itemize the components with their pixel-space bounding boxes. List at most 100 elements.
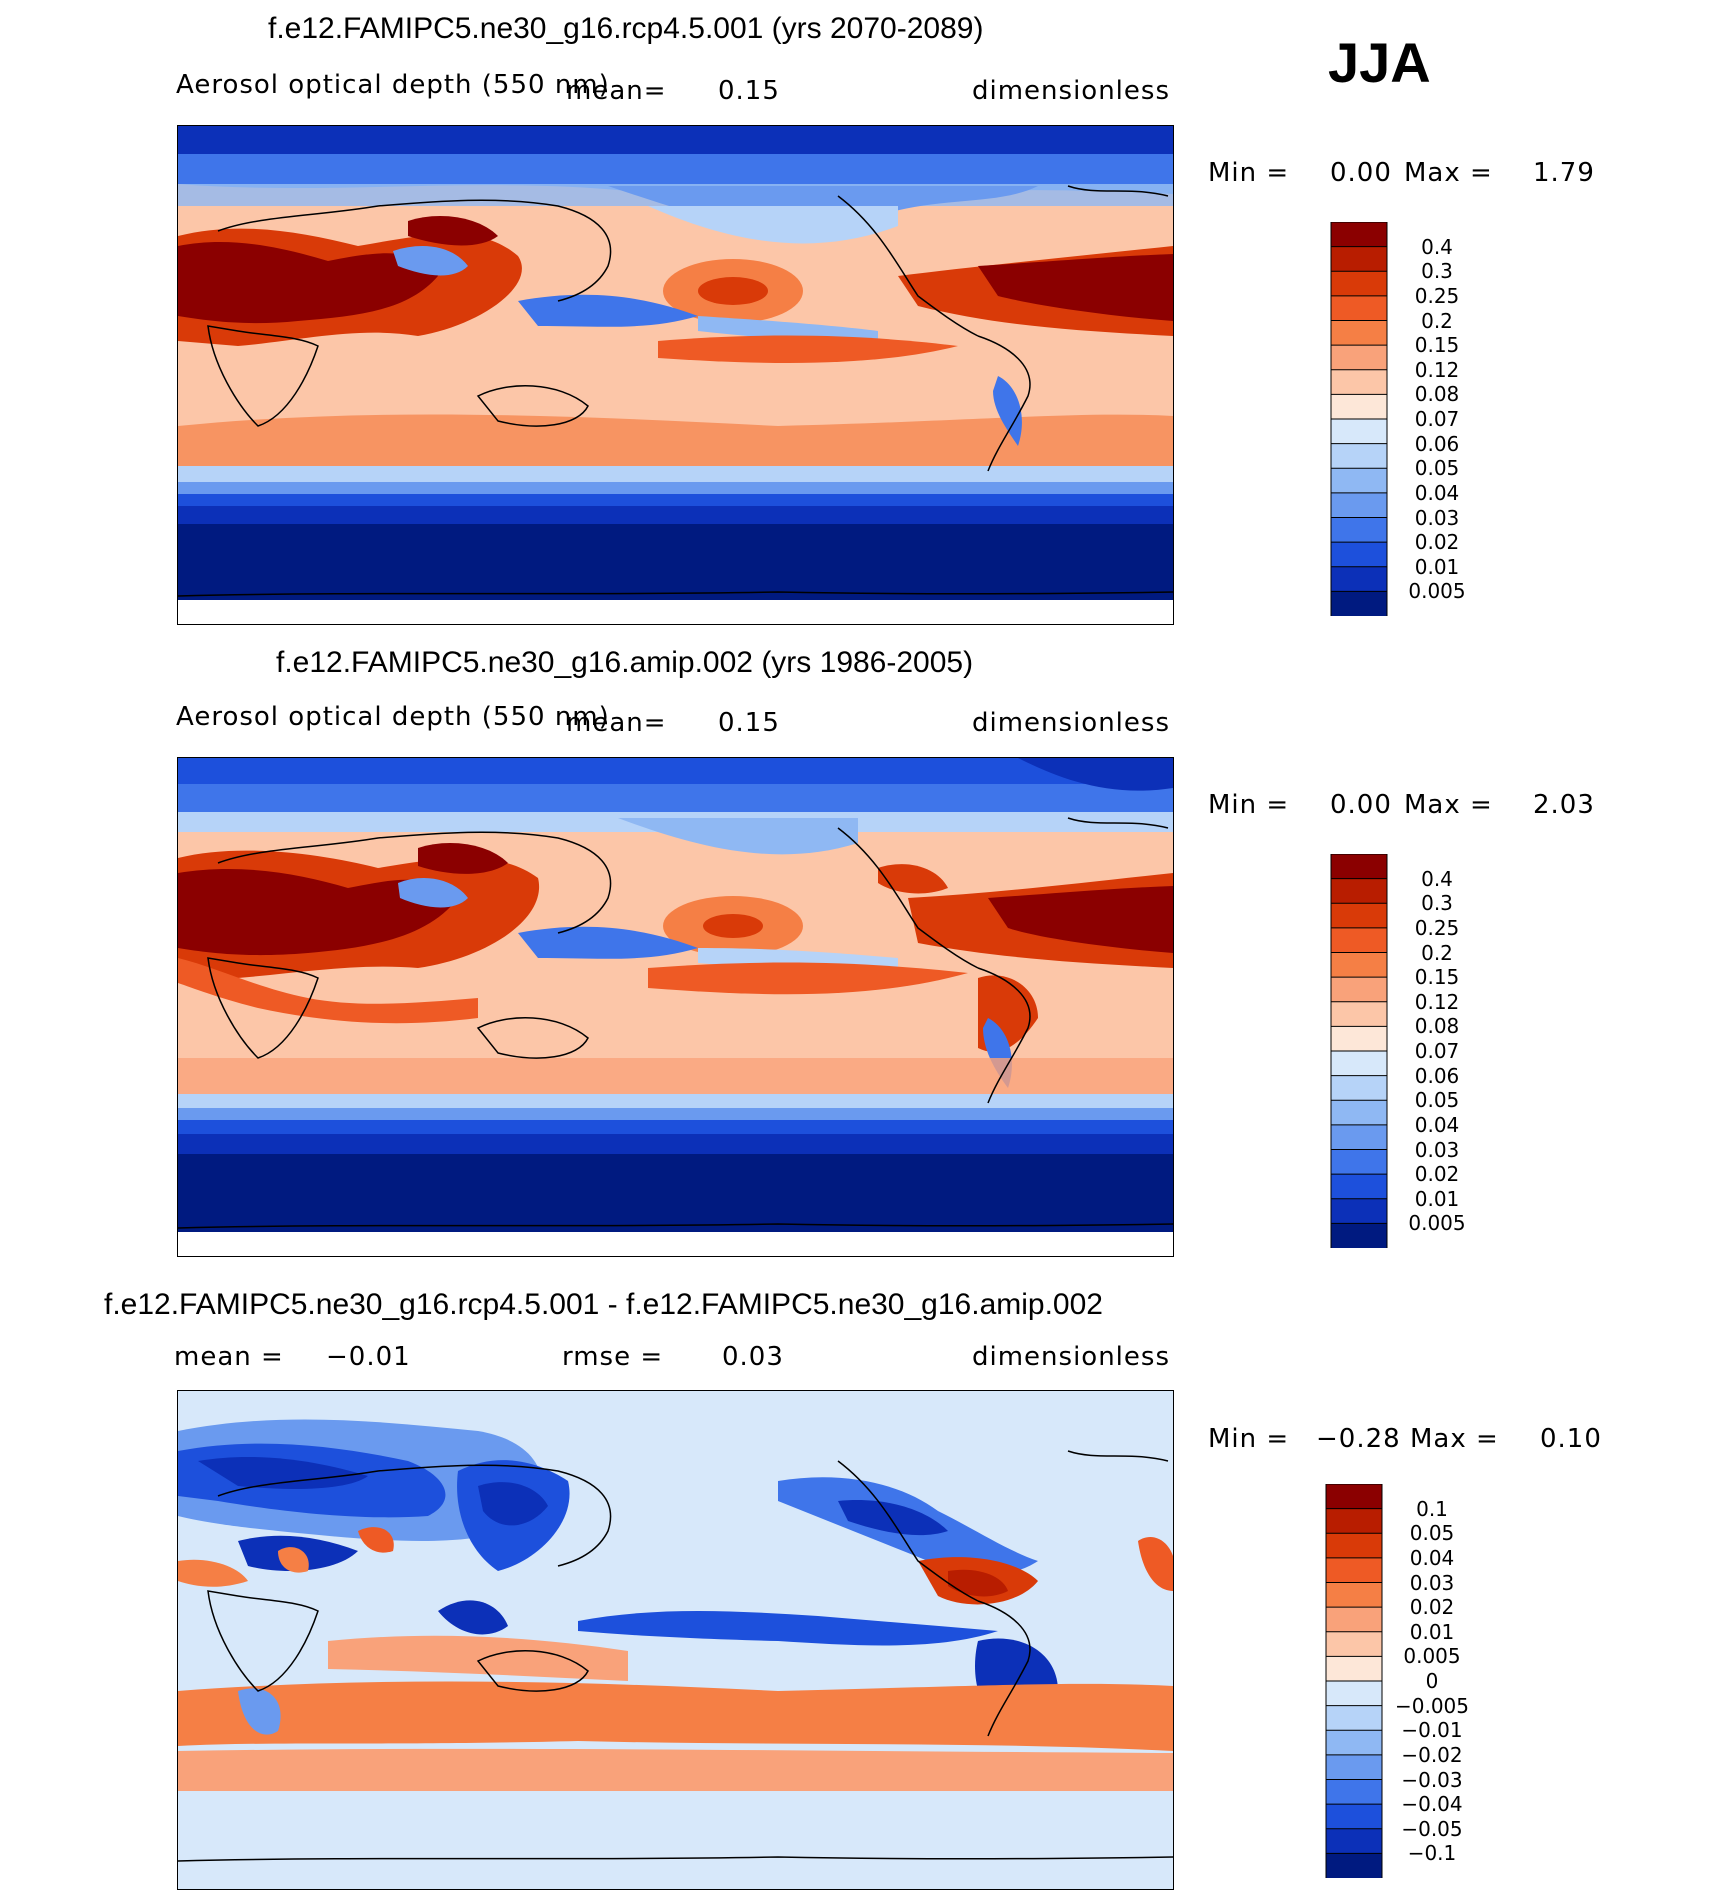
panel1-map-field	[178, 126, 1173, 624]
colorbar-tick-label: −0.005	[1394, 1693, 1469, 1718]
colorbar-swatch	[1330, 1050, 1388, 1077]
colorbar-tick-label: 0.05	[1414, 456, 1460, 481]
panel3-map-field	[178, 1391, 1173, 1889]
colorbar-swatch	[1330, 590, 1388, 616]
panel2-map-field	[178, 758, 1173, 1256]
colorbar-tick-label: 0.04	[1414, 480, 1460, 505]
colorbar-tick-label: 0.005	[1408, 1211, 1466, 1236]
colorbar-swatch	[1330, 1173, 1388, 1200]
colorbar-swatch	[1330, 222, 1388, 248]
colorbar-swatch	[1330, 246, 1388, 273]
colorbar-swatch	[1330, 443, 1388, 470]
colorbar-swatch	[1325, 1508, 1383, 1535]
colorbar-swatch	[1330, 418, 1388, 445]
colorbar-tick-label: −0.1	[1407, 1841, 1457, 1866]
colorbar-swatch	[1330, 1025, 1388, 1053]
colorbar-tick-label: 0.02	[1414, 530, 1460, 555]
colorbar-tick-label: 0.07	[1414, 1039, 1460, 1063]
panel2-max-label: Max =	[1404, 790, 1493, 820]
colorbar-tick-label: −0.04	[1401, 1792, 1463, 1817]
colorbar-swatch	[1330, 927, 1388, 954]
colorbar-tick-label: 0.06	[1414, 1063, 1460, 1088]
panel1-min-value: 0.00	[1330, 158, 1392, 188]
colorbar-tick-label: 0.4	[1421, 234, 1453, 259]
colorbar-swatch	[1330, 517, 1388, 544]
colorbar-tick-label: 0.3	[1421, 259, 1453, 284]
colorbar-swatch	[1325, 1557, 1383, 1584]
colorbar-tick-label: −0.05	[1401, 1816, 1463, 1841]
colorbar-swatch	[1330, 369, 1388, 396]
colorbar-swatch	[1325, 1852, 1383, 1878]
colorbar-swatch	[1330, 1149, 1388, 1176]
colorbar-tick-label: 0.05	[1414, 1088, 1460, 1113]
panel1-min-label: Min =	[1208, 158, 1290, 188]
panel3-units: dimensionless	[972, 1342, 1170, 1372]
season-label: JJA	[1328, 31, 1431, 94]
colorbar-tick-label: 0.15	[1414, 333, 1460, 358]
colorbar-swatch	[1325, 1606, 1383, 1633]
colorbar-tick-label: 0.005	[1408, 579, 1466, 604]
panel3-max-value: 0.10	[1540, 1424, 1602, 1454]
panel3-max-label: Max =	[1410, 1424, 1499, 1454]
colorbar-swatch	[1325, 1680, 1383, 1707]
colorbar-tick-label: −0.01	[1401, 1718, 1463, 1743]
panel1-max-label: Max =	[1404, 158, 1493, 188]
colorbar-swatch	[1330, 270, 1388, 297]
panel2-title: f.e12.FAMIPC5.ne30_g16.amip.002 (yrs 198…	[276, 646, 974, 679]
colorbar-swatch	[1325, 1729, 1383, 1756]
panel2-min-label: Min =	[1208, 790, 1290, 820]
panel2-mean-value: 0.15	[718, 708, 780, 738]
panel3-title: f.e12.FAMIPC5.ne30_g16.rcp4.5.001 - f.e1…	[104, 1288, 1103, 1321]
panel1-variable: Aerosol optical depth (550 nm)	[176, 70, 610, 100]
colorbar-swatch	[1330, 952, 1388, 979]
panel1-mean-value: 0.15	[718, 76, 780, 106]
panel1-map	[177, 125, 1174, 625]
panel1-units: dimensionless	[972, 76, 1170, 106]
colorbar-tick-label: 0.01	[1414, 554, 1460, 579]
panel1-title: f.e12.FAMIPC5.ne30_g16.rcp4.5.001 (yrs 2…	[268, 12, 984, 45]
colorbar-tick-label: 0.08	[1414, 382, 1460, 407]
colorbar-tick-label: −0.02	[1401, 1742, 1463, 1767]
panel3-min-value: −0.28	[1316, 1424, 1401, 1454]
colorbar-swatch	[1330, 1099, 1388, 1126]
colorbar-swatch	[1325, 1705, 1383, 1732]
panel2-units: dimensionless	[972, 708, 1170, 738]
colorbar-tick-label: 0.3	[1421, 891, 1453, 916]
colorbar-tick-label: 0.2	[1421, 308, 1453, 333]
colorbar-tick-label: 0.01	[1414, 1186, 1460, 1211]
panel3-mean-label: mean =	[174, 1342, 284, 1372]
colorbar-swatch	[1330, 1001, 1388, 1028]
panel1-colorbar	[1330, 222, 1388, 616]
colorbar-tick-label: 0.005	[1403, 1644, 1461, 1669]
panel3-rmse-value: 0.03	[722, 1342, 784, 1372]
panel3-min-label: Min =	[1208, 1424, 1290, 1454]
colorbar-tick-label: 0.25	[1414, 915, 1460, 940]
colorbar-swatch	[1325, 1828, 1383, 1855]
colorbar-tick-label: 0.03	[1414, 505, 1460, 530]
panel2-map	[177, 757, 1174, 1257]
colorbar-swatch	[1325, 1779, 1383, 1806]
colorbar-tick-label: 0.07	[1414, 407, 1460, 431]
colorbar-swatch	[1330, 1124, 1388, 1151]
panel3-colorbar	[1325, 1484, 1383, 1878]
colorbar-swatch	[1325, 1582, 1383, 1609]
colorbar-swatch	[1330, 1222, 1388, 1248]
panel2-colorbar	[1330, 854, 1388, 1248]
colorbar-tick-label: 0.2	[1421, 940, 1453, 965]
panel3-rmse-label: rmse =	[562, 1342, 664, 1372]
colorbar-swatch	[1330, 566, 1388, 593]
colorbar-tick-label: 0	[1425, 1669, 1439, 1693]
colorbar-swatch	[1325, 1484, 1383, 1510]
colorbar-swatch	[1325, 1803, 1383, 1830]
colorbar-swatch	[1330, 1075, 1388, 1102]
colorbar-tick-label: 0.1	[1416, 1496, 1448, 1521]
colorbar-tick-label: 0.02	[1414, 1162, 1460, 1187]
colorbar-tick-label: 0.01	[1409, 1619, 1455, 1644]
colorbar-tick-label: 0.12	[1414, 989, 1460, 1014]
colorbar-swatch	[1330, 541, 1388, 568]
colorbar-tick-label: 0.08	[1414, 1014, 1460, 1039]
colorbar-tick-label: 0.15	[1414, 965, 1460, 990]
colorbar-tick-label: −0.03	[1401, 1767, 1463, 1792]
panel2-max-value: 2.03	[1533, 790, 1595, 820]
panel3-map	[177, 1390, 1174, 1890]
